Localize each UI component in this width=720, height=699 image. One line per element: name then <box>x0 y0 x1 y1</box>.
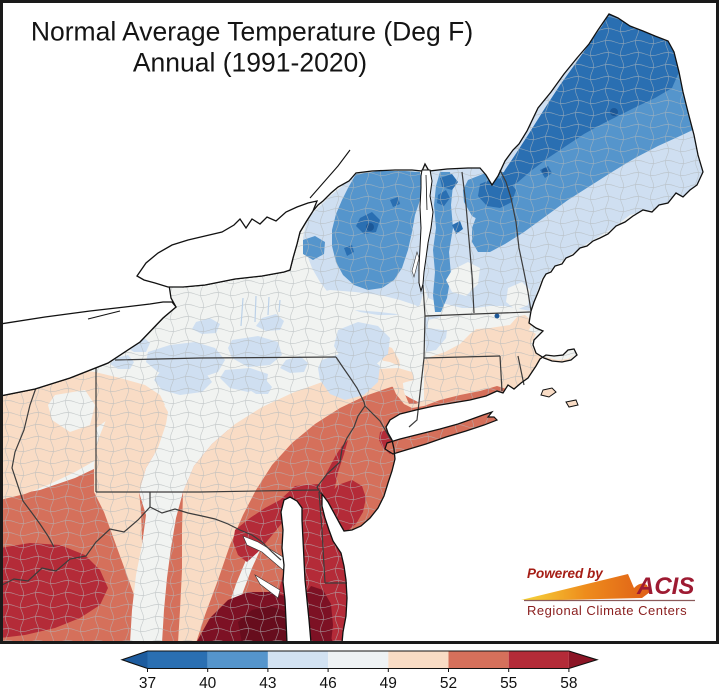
svg-text:52: 52 <box>440 675 457 692</box>
svg-text:43: 43 <box>259 675 276 692</box>
svg-text:46: 46 <box>319 675 336 692</box>
svg-text:ACIS: ACIS <box>636 573 694 600</box>
svg-text:49: 49 <box>380 675 397 692</box>
svg-text:58: 58 <box>560 675 577 692</box>
svg-text:55: 55 <box>500 675 517 692</box>
svg-text:40: 40 <box>199 675 217 692</box>
svg-text:Powered by: Powered by <box>527 566 604 581</box>
svg-text:Normal Average Temperature (De: Normal Average Temperature (Deg F) <box>31 17 473 47</box>
svg-text:37: 37 <box>139 675 156 692</box>
svg-text:Regional Climate Centers: Regional Climate Centers <box>527 603 687 618</box>
svg-text:Annual (1991-2020): Annual (1991-2020) <box>133 48 367 78</box>
